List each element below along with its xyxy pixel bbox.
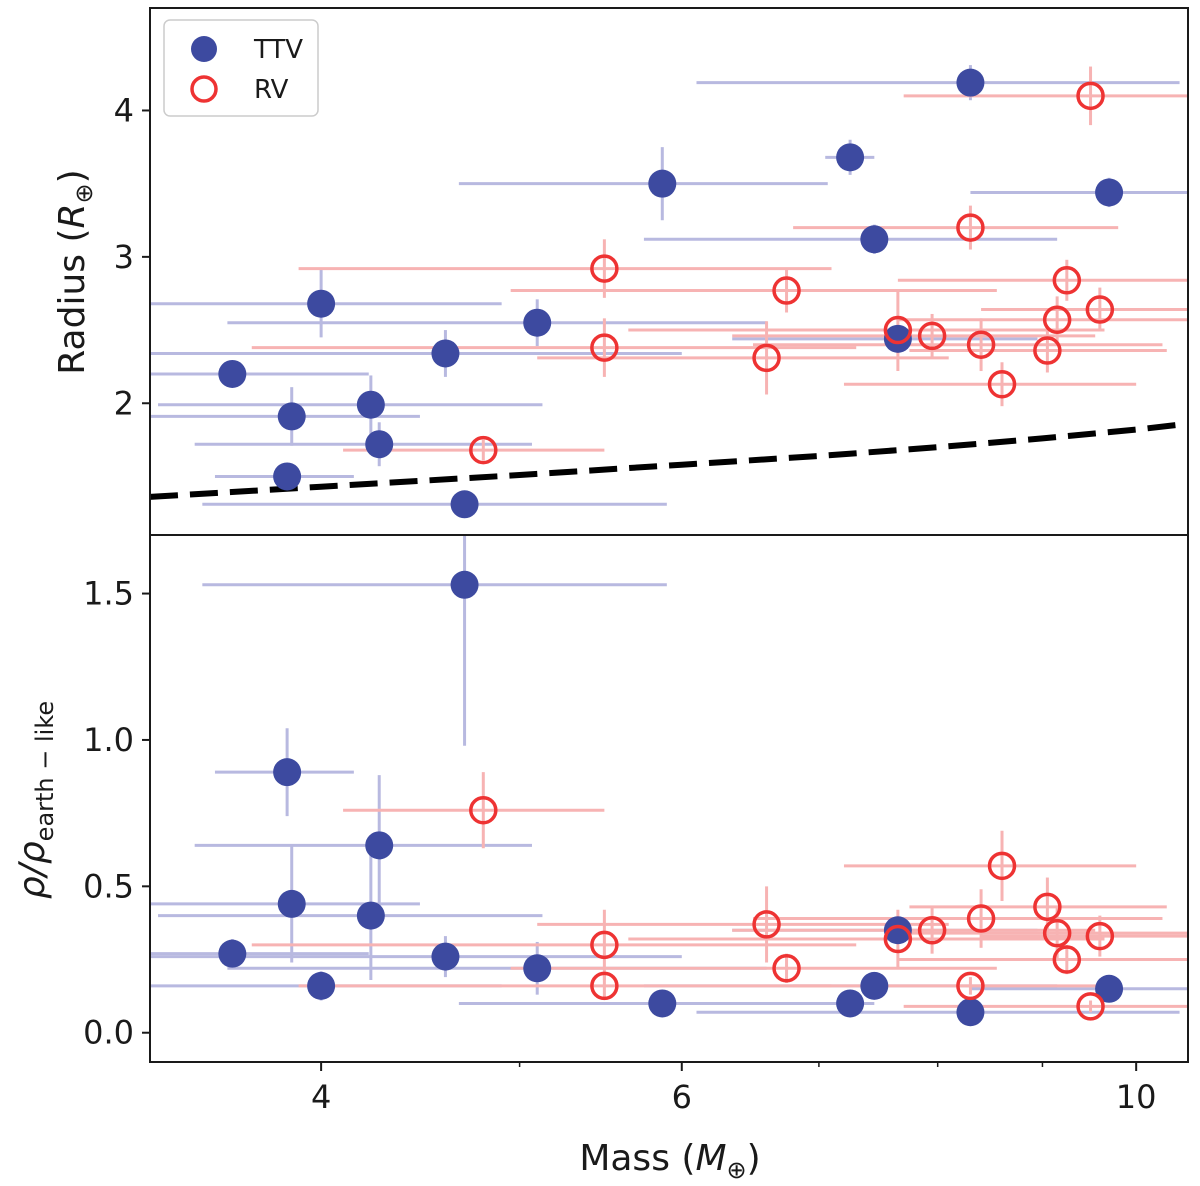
radius-rv-point [469, 435, 498, 465]
mass-xtick-label: 10 [1116, 1078, 1157, 1116]
radius-ttv-point [365, 430, 394, 459]
density-ttv-point [273, 758, 302, 787]
radius-ytick-label: 2 [114, 384, 134, 422]
radius-panel: 2 3 4 Radius (R⊕) TTV RV [52, 7, 1189, 536]
density-ytick-label: 1.0 [83, 721, 134, 759]
density-rv-point [1033, 892, 1062, 922]
density-rv-point [469, 795, 498, 825]
legend-ttv-marker [191, 36, 217, 62]
density-rv-point [590, 930, 619, 960]
mass-x-ticks: 4 6 10 [311, 1062, 1157, 1116]
radius-unit-symbol: R [52, 203, 93, 228]
density-ttv-point [956, 998, 985, 1027]
radius-rv-point [917, 321, 947, 351]
mass-unit-sub: ⊕ [727, 1156, 747, 1184]
radius-ttv-point [860, 225, 889, 254]
radius-rv-point [1076, 81, 1105, 111]
radius-rv-point [590, 254, 619, 283]
radius-y-ticks: 2 3 4 [114, 91, 150, 422]
radius-rv-point [752, 343, 781, 373]
legend-ttv-label: TTV [253, 35, 303, 65]
legend: TTV RV [163, 19, 319, 117]
radius-ttv-point [836, 143, 865, 172]
radius-ttv-point [356, 390, 385, 419]
density-ttv-point [218, 939, 247, 968]
density-ttv-point [431, 942, 460, 971]
density-panel: 0.0 0.5 1.0 1.5 4 6 10 ρ/ρearth − like Mass (… [12, 534, 1189, 1184]
density-rv-point [956, 971, 985, 1001]
density-axis-rho: ρ/ρ [12, 841, 53, 899]
density-ttv-point [450, 570, 479, 599]
density-rv-point [590, 971, 619, 1001]
density-ttv-point [277, 889, 306, 918]
density-ttv-point [1095, 974, 1124, 1003]
radius-ttv-point [218, 359, 247, 388]
density-axis-title: ρ/ρearth − like [12, 701, 59, 899]
density-ttv-point [523, 954, 552, 983]
density-ttv-point [883, 916, 912, 945]
mass-unit-symbol: M [695, 1138, 726, 1179]
radius-ytick-label: 3 [114, 238, 134, 276]
density-errorbars [150, 535, 1188, 1019]
radius-ttv-point [431, 339, 460, 368]
radius-ttv-point [450, 490, 479, 519]
density-rv-point [883, 924, 913, 954]
mass-xtick-label: 4 [311, 1078, 331, 1116]
radius-ttv-point [1095, 178, 1124, 207]
density-rv-point [987, 851, 1017, 881]
density-ttv-point [860, 971, 889, 1000]
radius-rv-point [1052, 266, 1082, 295]
radius-ttv-point [277, 402, 306, 431]
radius-axis-title: Radius (R⊕) [52, 169, 98, 374]
mass-xtick-label: 6 [672, 1078, 692, 1116]
density-rv-point [1042, 918, 1072, 948]
radius-ttv-point [307, 289, 336, 318]
density-ttv-point [365, 831, 394, 860]
mass-axis-title: Mass (M⊕) [579, 1138, 760, 1184]
density-points [218, 570, 1124, 1027]
radius-ttv-point [273, 462, 302, 491]
density-ytick-label: 0.0 [83, 1014, 134, 1052]
earth-like-model [149, 420, 1189, 500]
density-ttv-point [648, 989, 677, 1018]
density-rv-point [1085, 921, 1115, 951]
legend-rv-marker [190, 75, 218, 103]
radius-ttv-point [883, 324, 912, 353]
radius-rv-point [883, 315, 913, 345]
radius-rv-point [1042, 305, 1072, 335]
density-ytick-label: 1.5 [83, 575, 134, 613]
density-rv-point [966, 904, 996, 933]
radius-rv-point [1085, 295, 1115, 324]
radius-axis-label: Radius [52, 254, 93, 375]
radius-ytick-label: 4 [114, 91, 134, 129]
radius-rv-point [987, 369, 1017, 399]
density-rv-point [1076, 992, 1105, 1021]
density-rv-point [917, 916, 947, 945]
legend-rv-label: RV [254, 75, 289, 105]
radius-points [218, 68, 1124, 519]
density-ttv-point [307, 971, 336, 1000]
radius-ttv-point [956, 68, 985, 97]
radius-unit-sub: ⊕ [70, 183, 98, 203]
density-ytick-label: 0.5 [83, 867, 134, 905]
density-axis-sub: earth − like [31, 701, 59, 841]
earth-like-dashed-line [149, 420, 1189, 500]
density-rv-point [752, 910, 781, 939]
radius-errorbars [150, 65, 1188, 514]
radius-rv-point [1033, 336, 1062, 365]
density-rv-point [772, 954, 801, 983]
density-ttv-point [836, 989, 865, 1018]
density-axes-frame [149, 534, 1189, 1063]
radius-rv-point [590, 333, 619, 362]
radius-ttv-point [648, 169, 677, 198]
radius-ttv-point [523, 308, 552, 337]
density-y-ticks: 0.0 0.5 1.0 1.5 [83, 575, 150, 1052]
radius-rv-point [956, 213, 985, 242]
radius-rv-point [772, 276, 801, 305]
density-ttv-point [356, 901, 385, 930]
radius-rv-point [966, 330, 996, 359]
density-rv-point [1052, 945, 1082, 974]
mass-axis-label: Mass [579, 1138, 670, 1179]
